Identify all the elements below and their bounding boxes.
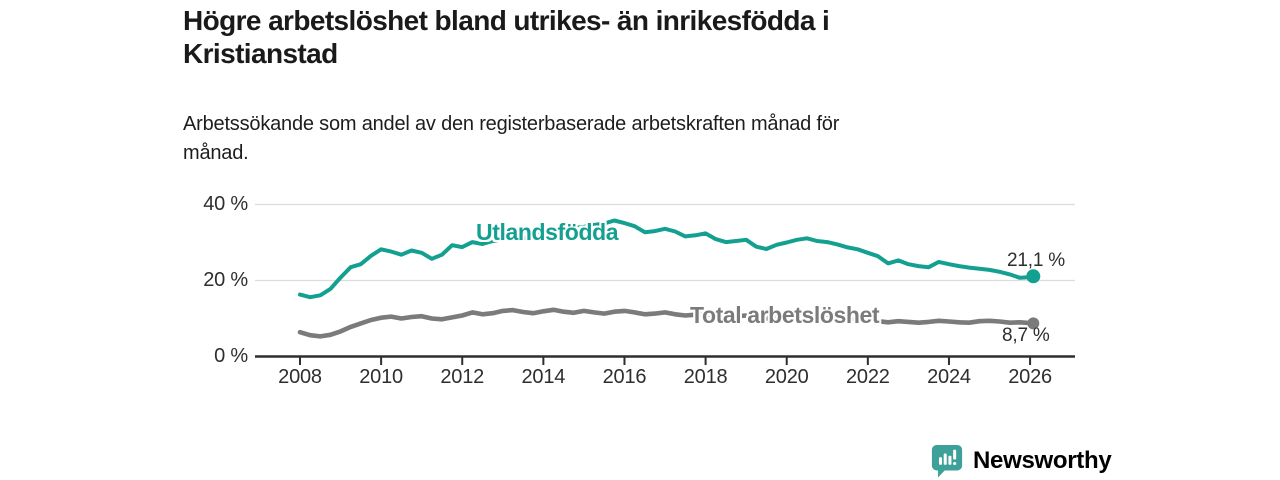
end-value-utlandsfodda: 21,1 % [1007, 250, 1065, 271]
logo-bubble-shape [931, 444, 963, 478]
chart-title-line2: Kristianstad [183, 38, 338, 69]
series-line-total [297, 307, 1036, 339]
series-label-utlandsfodda: Utlandsfödda [476, 219, 619, 245]
logo-bar-2 [943, 453, 947, 465]
logo-exclamation-bar [953, 449, 957, 460]
series-line-utlandsfodda [298, 218, 1036, 300]
chart-subtitle-line1: Arbetssökande som andel av den registerb… [183, 113, 840, 135]
x-tick-label: 2016 [602, 366, 647, 388]
x-tick-label: 2008 [278, 366, 322, 388]
newsworthy-logo-icon [931, 444, 963, 478]
newsworthy-logo-text: Newsworthy [973, 447, 1112, 474]
newsworthy-logo[interactable]: Newsworthy [930, 443, 1112, 479]
x-tick-label: 2020 [764, 366, 809, 388]
y-tick-label: 20 % [203, 268, 248, 291]
series-end-dot-total [1027, 317, 1040, 330]
y-tick-label: 0 % [214, 344, 248, 367]
logo-exclamation-dot [953, 461, 957, 465]
chart-title: Högre arbetslöshet bland utrikes- än inr… [183, 4, 1043, 70]
chart-subtitle-line2: månad. [183, 142, 249, 164]
x-tick-label: 2026 [1008, 366, 1052, 388]
logo-bar-1 [938, 457, 942, 465]
series-label-total-arbetsloshet: Total arbetslöshet [690, 302, 880, 328]
x-tick-label: 2010 [359, 366, 403, 388]
x-tick-label: 2018 [683, 366, 728, 388]
x-tick-label: 2014 [521, 366, 566, 388]
logo-bar-3 [948, 455, 952, 465]
x-tick-label: 2022 [845, 366, 890, 388]
end-value-total: 8,7 % [1002, 325, 1050, 346]
series-end-dot-utlandsfodda [1026, 269, 1041, 284]
x-tick-label: 2024 [927, 366, 971, 388]
chart-title-line1: Högre arbetslöshet bland utrikes- än inr… [183, 5, 830, 36]
x-tick-label: 2012 [440, 366, 485, 388]
y-tick-label: 40 % [203, 192, 248, 215]
chart-subtitle: Arbetssökande som andel av den registerb… [183, 110, 1053, 168]
